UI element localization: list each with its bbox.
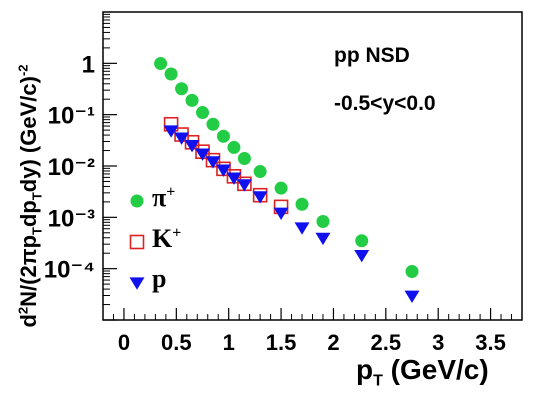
legend-marker-proton bbox=[129, 277, 145, 290]
proton-point bbox=[273, 207, 289, 221]
annotation-rapidity-range: -0.5<y<0.0 bbox=[334, 92, 436, 115]
y-tick-label: 1 bbox=[82, 51, 95, 78]
proton-point bbox=[354, 249, 370, 263]
proton-point bbox=[195, 148, 211, 161]
pion-point bbox=[237, 151, 251, 165]
y-axis-label: d2N/(2πpTdpTdy) (GeV/c)-2 bbox=[15, 64, 45, 328]
y-tick-label: 10⁻³ bbox=[48, 205, 95, 232]
x-tick-label: 0 bbox=[118, 330, 130, 355]
proton-point bbox=[294, 222, 310, 235]
pion-point bbox=[196, 106, 210, 120]
legend-label-pion: π+ bbox=[152, 183, 176, 212]
legend-label-proton: p bbox=[152, 264, 167, 293]
pion-point bbox=[175, 82, 189, 96]
y-tick-label: 10⁻⁴ bbox=[44, 257, 95, 284]
x-axis-label: pT (GeV/c) bbox=[356, 354, 489, 390]
legend-marker-pion bbox=[130, 194, 144, 208]
pion-point bbox=[164, 67, 178, 81]
x-tick-label: 3 bbox=[432, 330, 444, 355]
pion-point bbox=[274, 181, 288, 195]
proton-point bbox=[163, 125, 179, 138]
pion-point bbox=[253, 165, 267, 179]
x-tick-label: 2.5 bbox=[371, 330, 402, 355]
pion-point bbox=[295, 197, 309, 211]
pion-point bbox=[216, 129, 230, 143]
x-tick-label: 1.5 bbox=[266, 330, 297, 355]
pion-point bbox=[316, 214, 330, 228]
y-tick-label: 10⁻² bbox=[48, 154, 95, 181]
x-tick-label: 1 bbox=[223, 330, 235, 355]
pion-point bbox=[185, 93, 199, 107]
proton-point bbox=[226, 172, 242, 185]
proton-point bbox=[205, 156, 221, 169]
x-tick-label: 0.5 bbox=[161, 330, 192, 355]
proton-point bbox=[315, 232, 331, 246]
proton-point bbox=[215, 164, 231, 177]
pion-point bbox=[355, 234, 369, 248]
annotation-collision-system: pp NSD bbox=[334, 44, 410, 67]
proton-point bbox=[404, 290, 420, 304]
pion-point bbox=[405, 265, 419, 279]
pion-point bbox=[154, 57, 168, 71]
y-tick-label: 10⁻¹ bbox=[48, 103, 95, 130]
x-tick-label: 3.5 bbox=[475, 330, 506, 355]
pion-point bbox=[227, 140, 241, 154]
proton-point bbox=[184, 139, 200, 153]
x-tick-label: 2 bbox=[327, 330, 339, 355]
proton-point bbox=[236, 179, 252, 192]
legend-marker-kaon bbox=[129, 234, 145, 250]
proton-point bbox=[174, 132, 190, 145]
legend-label-kaon: K+ bbox=[152, 224, 182, 253]
pion-point bbox=[206, 117, 220, 131]
proton-point bbox=[252, 191, 268, 204]
